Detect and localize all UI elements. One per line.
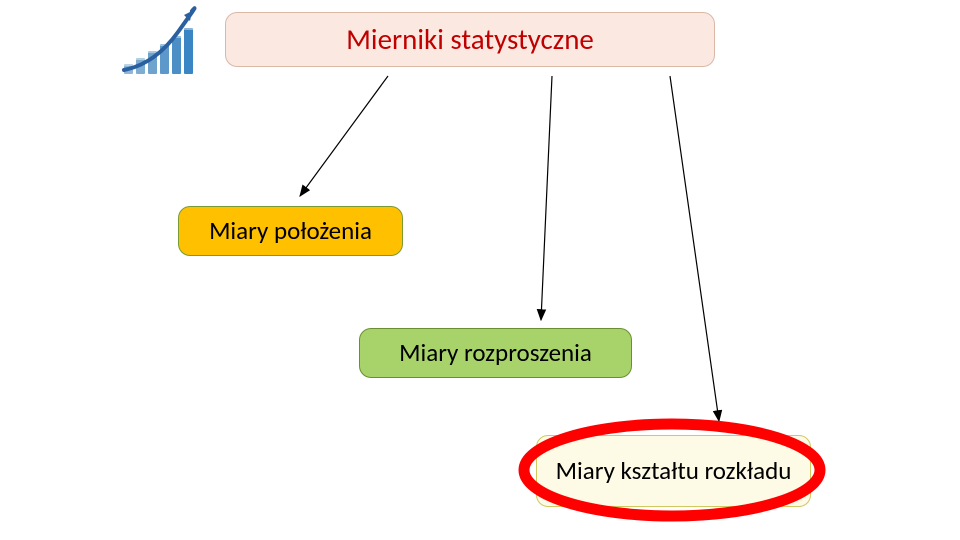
connectors-layer — [0, 0, 960, 540]
right-node: Miary kształtu rozkładu — [536, 435, 811, 507]
mid-label: Miary rozproszenia — [399, 339, 592, 368]
root-node: Mierniki statystyczne — [225, 12, 715, 67]
left-node: Miary położenia — [178, 206, 403, 256]
right-label: Miary kształtu rozkładu — [556, 457, 792, 486]
root-label: Mierniki statystyczne — [346, 23, 594, 56]
left-label: Miary położenia — [209, 217, 372, 246]
mid-node: Miary rozproszenia — [359, 328, 632, 378]
highlight-ellipse — [0, 0, 960, 540]
bar-chart-icon — [110, 5, 205, 80]
